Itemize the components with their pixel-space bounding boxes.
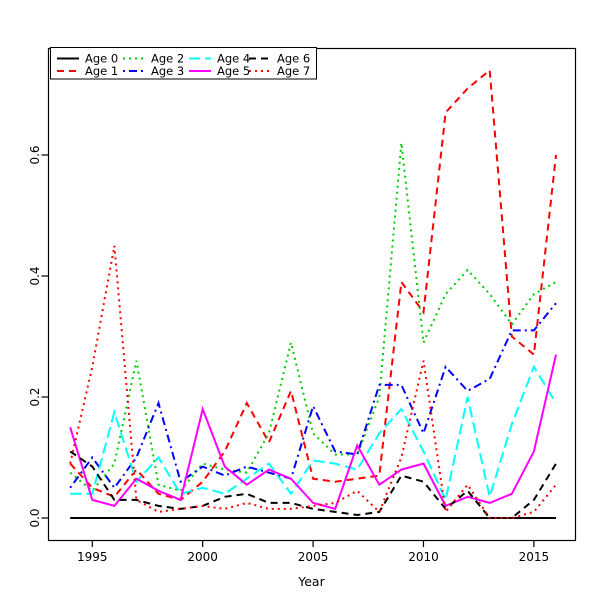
y-tick-label-0.2: 0.2 [28, 387, 42, 406]
series-lines [69, 68, 557, 519]
series-line-age-3 [69, 302, 557, 490]
x-tick-label-2000: 2000 [187, 550, 218, 564]
legend-label-age-3: Age 3 [151, 64, 184, 78]
legend-label-age-0: Age 0 [85, 52, 118, 66]
series-line-age-2 [69, 142, 557, 493]
legend-label-age-4: Age 4 [217, 52, 250, 66]
x-tick-label-2005: 2005 [298, 550, 329, 564]
x-tick-label-2010: 2010 [408, 550, 439, 564]
series-line-age-1 [69, 68, 557, 502]
x-tick-label-1995: 1995 [77, 550, 108, 564]
legend-label-age-5: Age 5 [217, 64, 250, 78]
legend-box [50, 47, 317, 80]
y-tick-label-0.0: 0.0 [28, 508, 42, 527]
y-tick-label-0.6: 0.6 [28, 145, 42, 164]
x-axis-title: Year [297, 574, 325, 589]
legend-label-age-2: Age 2 [151, 52, 184, 66]
plot-border [47, 47, 577, 542]
legend-label-age-6: Age 6 [277, 52, 310, 66]
x-tick-label-2015: 2015 [519, 550, 550, 564]
y-tick-label-0.4: 0.4 [28, 266, 42, 285]
legend-label-age-7: Age 7 [277, 64, 310, 78]
series-line-age-4 [70, 364, 557, 504]
series-line-age-5 [69, 354, 557, 511]
legend-label-age-1: Age 1 [85, 64, 118, 78]
